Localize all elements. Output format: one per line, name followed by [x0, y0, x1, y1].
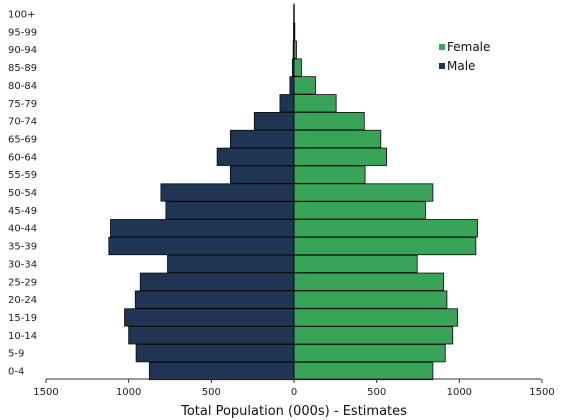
bar-female-65-69 — [293, 129, 382, 149]
x-axis-title: Total Population (000s) - Estimates — [180, 404, 407, 419]
y-tick-label: 20-24 — [8, 295, 37, 306]
bar-female-0-4 — [293, 361, 434, 381]
bar-female-70-74 — [293, 112, 365, 131]
x-tick-label: 500 — [367, 387, 386, 398]
y-tick-label: 95-99 — [8, 27, 37, 38]
y-tick-label: 60-64 — [8, 152, 37, 163]
y-tick-label: 45-49 — [8, 206, 37, 217]
y-tick-label: 25-29 — [8, 277, 37, 288]
y-tick-label: 100+ — [8, 10, 35, 21]
bars-group — [108, 3, 478, 381]
bar-female-80-84 — [293, 76, 316, 95]
bar-female-25-29 — [293, 272, 445, 291]
bar-male-75-79 — [279, 94, 295, 113]
bar-female-5-9 — [293, 344, 446, 363]
bar-female-10-14 — [293, 326, 454, 345]
y-tick-label: 15-19 — [8, 313, 37, 324]
bar-female-20-24 — [293, 290, 448, 309]
bar-male-55-59 — [229, 165, 295, 184]
x-tick-label: 1500 — [529, 387, 554, 398]
legend: Female Male — [439, 40, 490, 73]
y-tick-label: 80-84 — [8, 81, 37, 92]
y-tick-label: 85-89 — [8, 63, 37, 74]
x-tick-label: 0 — [291, 387, 297, 398]
bar-male-15-19 — [124, 308, 295, 327]
y-tick-labels: 0-4 5-9 10-14 15-19 20-24 25-29 30-34 35-39 40-4… — [8, 10, 37, 378]
bar-male-45-49 — [165, 201, 295, 220]
bar-male-60-64 — [216, 147, 295, 166]
y-tick-label: 90-94 — [8, 45, 37, 56]
y-tick-label: 10-14 — [8, 331, 37, 342]
y-tick-label: 50-54 — [8, 188, 37, 199]
y-tick-label: 30-34 — [8, 259, 37, 270]
y-tick-label: 75-79 — [8, 99, 37, 110]
y-tick-label: 65-69 — [8, 134, 37, 145]
bar-male-40-44 — [110, 219, 295, 238]
bar-female-60-64 — [293, 147, 387, 166]
bar-female-30-34 — [293, 254, 418, 273]
x-tick-label: 1000 — [447, 387, 472, 398]
x-axis: 1500 1000 500 0 500 1000 1500 — [33, 378, 555, 398]
bar-female-50-54 — [293, 183, 434, 202]
bar-female-55-59 — [293, 165, 366, 184]
legend-swatch-male — [439, 63, 445, 69]
bar-male-30-34 — [167, 254, 295, 273]
bar-female-45-49 — [293, 201, 426, 220]
legend-label-male: Male — [447, 59, 475, 73]
bar-male-80-84 — [289, 76, 295, 95]
bar-female-85-89 — [293, 58, 302, 77]
bar-female-75-79 — [293, 94, 337, 113]
y-tick-label: 5-9 — [8, 349, 24, 360]
bar-male-65-69 — [229, 129, 295, 149]
bar-male-50-54 — [160, 183, 295, 202]
y-tick-label: 55-59 — [8, 170, 37, 181]
bar-male-70-74 — [253, 112, 295, 131]
bar-male-0-4 — [148, 361, 295, 381]
y-tick-label: 40-44 — [8, 224, 37, 235]
bar-male-5-9 — [135, 344, 295, 363]
bar-male-10-14 — [128, 326, 295, 345]
bar-male-20-24 — [134, 290, 295, 309]
bar-male-25-29 — [139, 272, 295, 291]
y-tick-label: 0-4 — [8, 367, 24, 378]
legend-swatch-female — [439, 44, 445, 50]
y-tick-label: 70-74 — [8, 117, 37, 128]
bar-female-40-44 — [293, 219, 478, 238]
bar-female-35-39 — [293, 236, 477, 256]
x-tick-label: 1500 — [33, 387, 58, 398]
y-tick-label: 35-39 — [8, 242, 37, 253]
legend-label-female: Female — [447, 40, 490, 54]
x-tick-label: 1000 — [116, 387, 141, 398]
x-tick-label: 500 — [202, 387, 221, 398]
bar-female-15-19 — [293, 308, 459, 327]
bar-male-35-39 — [108, 236, 295, 256]
